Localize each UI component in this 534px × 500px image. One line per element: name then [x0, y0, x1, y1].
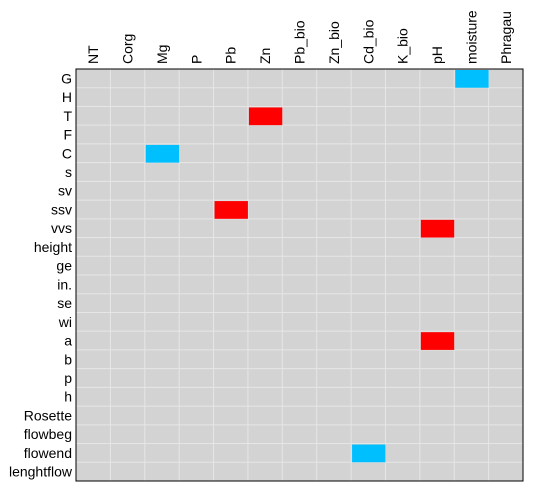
row-label: in.	[57, 276, 72, 292]
column-label: Zn	[257, 48, 273, 64]
row-label: b	[64, 351, 72, 367]
column-label: Cd_bio	[360, 19, 376, 64]
row-label: height	[34, 239, 72, 255]
row-label: Rosette	[24, 407, 72, 423]
column-label: pH	[429, 46, 445, 64]
row-label: lenghtflow	[9, 464, 73, 480]
heatmap-cell-T-Zn	[248, 107, 283, 126]
heatmap-cell-ssv-Pb	[214, 201, 248, 219]
row-label: wi	[58, 314, 72, 330]
row-label: flowend	[24, 445, 72, 461]
column-label: Zn_bio	[326, 21, 342, 64]
heatmap-cell-G-moisture	[455, 70, 489, 88]
row-label: flowbeg	[24, 426, 72, 442]
row-label: a	[64, 333, 72, 349]
column-label: Pb	[223, 47, 239, 64]
column-label: Pb_bio	[292, 20, 308, 64]
row-label: H	[62, 89, 72, 105]
row-label: s	[65, 164, 72, 180]
row-label: h	[64, 389, 72, 405]
row-label: vvs	[51, 220, 72, 236]
plot-border	[75, 68, 524, 482]
row-label: C	[62, 145, 72, 161]
grid-lines	[76, 69, 523, 481]
heatmap-cell-vvs-pH	[420, 219, 455, 238]
column-label: NT	[85, 45, 101, 64]
heatmap-cell-a-pH	[420, 332, 455, 350]
row-label: p	[64, 370, 72, 386]
heatmap-cell-flowend-Cd_bio	[352, 444, 386, 463]
row-label: F	[63, 127, 72, 143]
column-label: moisture	[463, 10, 479, 64]
row-label: ge	[56, 258, 72, 274]
row-labels: GHTFCssvssvvvsheightgein.sewiabphRosette…	[9, 70, 73, 479]
row-label: G	[61, 70, 72, 86]
row-label: sv	[58, 183, 72, 199]
column-label: Mg	[154, 45, 170, 64]
column-label: P	[188, 55, 204, 64]
row-label: T	[63, 108, 72, 124]
column-labels: NT Corg Mg P Pb Zn Pb_bio Zn_bio Cd_bio K_bio pH mo…	[85, 10, 514, 64]
column-label: K_bio	[395, 28, 411, 64]
heatmap-cell-C-Mg	[145, 144, 180, 163]
row-label: se	[57, 295, 72, 311]
heatmap-cells	[145, 70, 489, 463]
row-label: ssv	[51, 201, 72, 217]
column-label: Corg	[120, 34, 136, 64]
column-label: Phragau	[498, 11, 514, 64]
